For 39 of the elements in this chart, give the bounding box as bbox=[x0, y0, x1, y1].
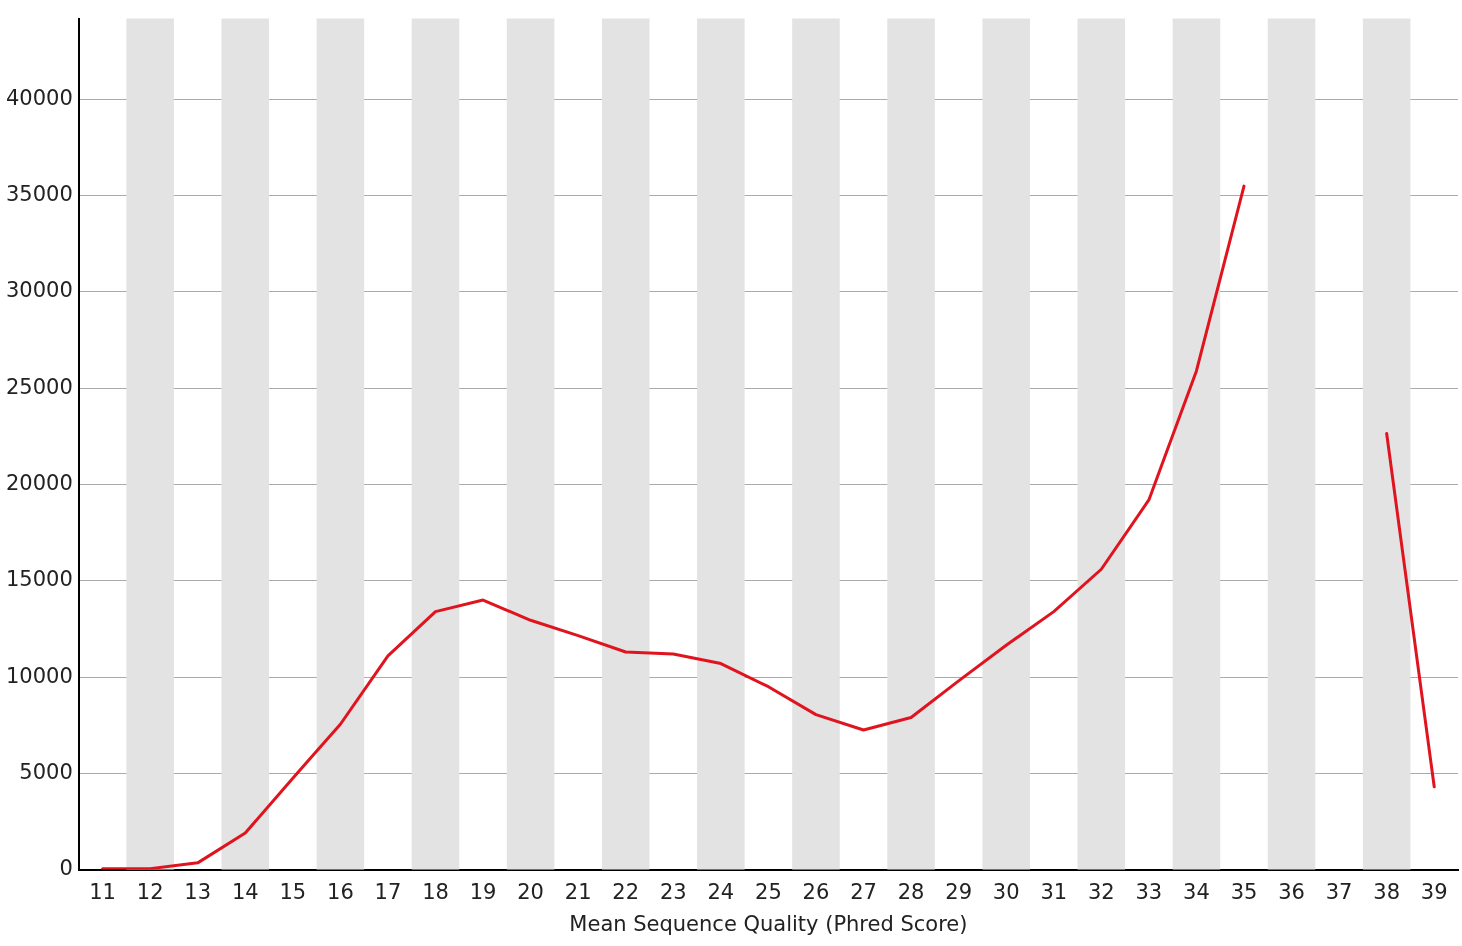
x-tick-label: 20 bbox=[517, 879, 544, 904]
y-tick-label: 25000 bbox=[5, 374, 73, 399]
x-tick-label: 39 bbox=[1420, 879, 1448, 904]
x-tick-label: 37 bbox=[1325, 879, 1353, 904]
x-tick-label: 25 bbox=[755, 879, 782, 904]
x-tick-label: 30 bbox=[992, 879, 1020, 904]
y-tick-label: 40000 bbox=[5, 85, 73, 110]
x-tick-label: 22 bbox=[612, 879, 640, 904]
x-axis-title: Mean Sequence Quality (Phred Score) bbox=[569, 911, 968, 936]
x-tick-label: 21 bbox=[564, 879, 592, 904]
x-tick-label: 33 bbox=[1135, 879, 1163, 904]
x-tick-label: 24 bbox=[707, 879, 735, 904]
x-tick-label: 18 bbox=[422, 879, 449, 904]
x-tick-label: 17 bbox=[374, 879, 402, 904]
y-tick-label: 20000 bbox=[5, 470, 73, 495]
y-tick-label: 10000 bbox=[5, 663, 73, 688]
x-tick-label: 23 bbox=[659, 879, 687, 904]
y-tick-label: 30000 bbox=[5, 278, 73, 303]
y-tick-label: 0 bbox=[59, 856, 73, 881]
x-tick-label: 15 bbox=[279, 879, 307, 904]
x-tick-label: 14 bbox=[231, 879, 259, 904]
x-tick-label: 31 bbox=[1040, 879, 1068, 904]
x-tick-label: 27 bbox=[850, 879, 877, 904]
x-tick-label: 34 bbox=[1183, 879, 1210, 904]
x-tick-label: 12 bbox=[136, 879, 164, 904]
x-tick-label: 36 bbox=[1278, 879, 1305, 904]
y-tick-label: 15000 bbox=[5, 567, 73, 592]
x-tick-label: 35 bbox=[1230, 879, 1258, 904]
x-tick-label: 26 bbox=[802, 879, 830, 904]
x-tick-label: 32 bbox=[1087, 879, 1115, 904]
y-tick-label: 35000 bbox=[5, 182, 73, 207]
x-tick-label: 38 bbox=[1373, 879, 1401, 904]
x-tick-label: 16 bbox=[327, 879, 354, 904]
x-tick-label: 28 bbox=[897, 879, 925, 904]
x-tick-label: 29 bbox=[945, 879, 972, 904]
y-tick-label: 5000 bbox=[19, 759, 73, 784]
x-tick-label: 11 bbox=[89, 879, 116, 904]
x-tick-label: 19 bbox=[469, 879, 497, 904]
x-tick-label: 13 bbox=[184, 879, 212, 904]
